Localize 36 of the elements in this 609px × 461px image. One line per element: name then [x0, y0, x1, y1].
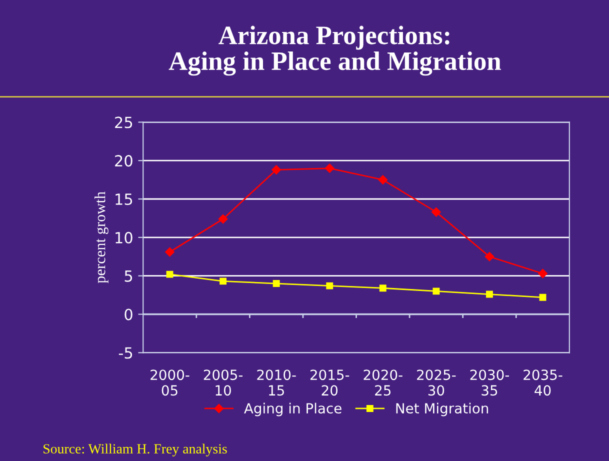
legend-label: Net Migration — [396, 402, 488, 416]
point — [272, 165, 281, 174]
point — [166, 270, 174, 278]
y-tick-label: -5 — [118, 347, 132, 359]
y-tick-label: 0 — [124, 308, 132, 320]
source-note: Source: William H. Frey analysis — [44, 444, 227, 456]
point — [432, 207, 441, 217]
x-tick-label: 2005- 10 — [204, 370, 243, 396]
y-tick-label: 15 — [116, 194, 132, 206]
point — [486, 290, 493, 298]
chart-title: Arizona Projections: Aging in Place and Migration — [168, 26, 501, 76]
y-axis-title: percent growth — [94, 192, 108, 284]
legend-label: Aging in Place — [244, 402, 342, 416]
point — [432, 288, 440, 295]
point — [539, 294, 546, 301]
point — [484, 252, 494, 262]
x-tick-label: 2010- 15 — [257, 370, 296, 396]
y-tick-label: 25 — [115, 116, 132, 128]
point — [379, 284, 386, 292]
y-tick-label: 20 — [115, 155, 132, 167]
x-tick-label: 2030- 35 — [470, 370, 509, 396]
x-tick-label: 2015- 20 — [310, 370, 350, 396]
y-tick-label: 5 — [124, 270, 132, 282]
y-tick-label: 10 — [116, 232, 132, 244]
x-tick-label: 2000- 05 — [150, 370, 190, 396]
point — [218, 214, 228, 224]
x-tick-label: 2025- 30 — [417, 370, 456, 396]
point — [165, 247, 174, 257]
point — [378, 175, 388, 184]
x-tick-label: 2035- 40 — [524, 370, 562, 396]
point — [220, 278, 227, 285]
x-tick-label: 2020- 25 — [364, 370, 402, 396]
point — [326, 282, 334, 290]
point — [272, 280, 280, 287]
point — [324, 164, 334, 173]
point — [538, 268, 548, 278]
